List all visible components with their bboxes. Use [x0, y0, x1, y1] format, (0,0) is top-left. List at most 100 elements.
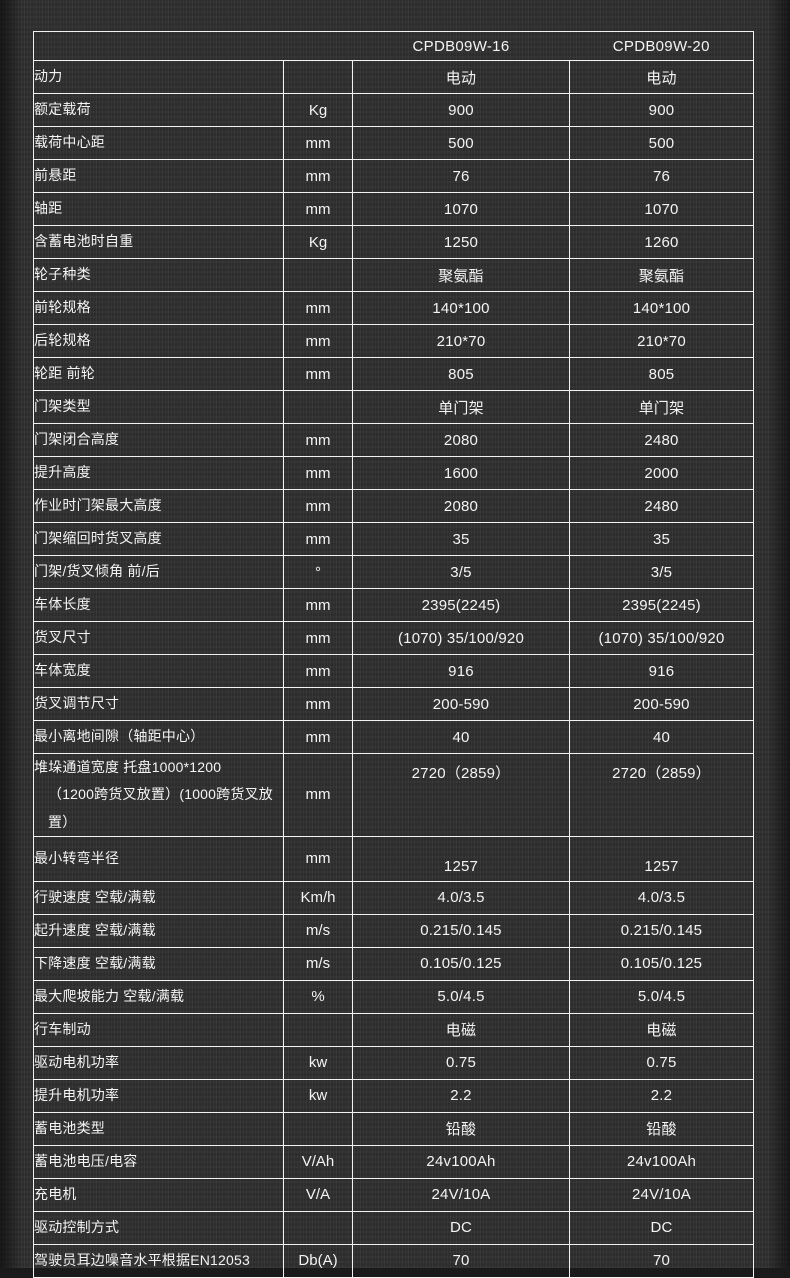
table-row: 前悬距 mm 76 76 [33, 159, 754, 193]
row-value-model-1: 916 [352, 654, 570, 688]
table-row: 提升高度 mm 1600 2000 [33, 456, 754, 490]
row-label: 轮距 前轮 [33, 357, 284, 391]
row-unit: mm [283, 291, 353, 325]
row-label: 含蓄电池时自重 [33, 225, 284, 259]
table-row: 轮距 前轮 mm 805 805 [33, 357, 754, 391]
row-unit: mm [283, 192, 353, 226]
table-row: 额定载荷 Kg 900 900 [33, 93, 754, 127]
table-row: 门架类型 单门架 单门架 [33, 390, 754, 424]
row-value-model-1: 1070 [352, 192, 570, 226]
table-row: 门架缩回时货叉高度 mm 35 35 [33, 522, 754, 556]
row-value-model-1: 3/5 [352, 555, 570, 589]
row-label: 最大爬坡能力 空载/满载 [33, 979, 284, 1014]
row-value-model-2: 铅酸 [569, 1111, 754, 1146]
row-label: 作业时门架最大高度 [33, 489, 284, 523]
row-unit [283, 1210, 353, 1245]
row-value-model-1: 140*100 [352, 291, 570, 325]
row-value-model-2: DC [569, 1210, 754, 1245]
row-label: 车体长度 [33, 588, 284, 622]
table-row: 车体宽度 mm 916 916 [33, 654, 754, 688]
row-label: 载荷中心距 [33, 126, 284, 160]
table-row: 蓄电池电压/电容 V/Ah 24v100Ah 24v100Ah [33, 1144, 754, 1179]
row-value-model-1: 铅酸 [352, 1111, 570, 1146]
row-value-model-2: 3/5 [569, 555, 754, 589]
table-row: 轮子种类 聚氨酯 聚氨酯 [33, 258, 754, 292]
row-value-model-2: 聚氨酯 [569, 258, 754, 292]
row-label-turning-radius: 最小转弯半径 [33, 835, 284, 882]
table-row-aisle-width: 堆垛通道宽度 托盘1000*1200 （1200跨货叉放置）(1000跨货叉放置）… [33, 753, 754, 837]
row-unit: mm [283, 456, 353, 490]
row-value-model-2: 805 [569, 357, 754, 391]
row-unit-turning-radius: mm [283, 835, 353, 882]
row-label: 提升高度 [33, 456, 284, 490]
table-row: 蓄电池类型 铅酸 铅酸 [33, 1111, 754, 1146]
row-label: 轴距 [33, 192, 284, 226]
table-row: 载荷中心距 mm 500 500 [33, 126, 754, 160]
row-value-model-2: 1260 [569, 225, 754, 259]
row-value-model-1: 0.215/0.145 [352, 913, 570, 948]
table-row: 驱动电机功率 kw 0.75 0.75 [33, 1045, 754, 1080]
table-row: 作业时门架最大高度 mm 2080 2480 [33, 489, 754, 523]
row-value-model-1: 电动 [352, 60, 570, 94]
header-model-2: CPDB09W-20 [569, 31, 754, 61]
row-value-model-1: 单门架 [352, 390, 570, 424]
row-label: 后轮规格 [33, 324, 284, 358]
row-value-model-1: (1070) 35/100/920 [352, 621, 570, 655]
row-value-model-1: 4.0/3.5 [352, 880, 570, 915]
row-unit: kw [283, 1045, 353, 1080]
table-row: 行驶速度 空载/满载 Km/h 4.0/3.5 4.0/3.5 [33, 880, 754, 915]
row-label-aisle-width: 堆垛通道宽度 托盘1000*1200 （1200跨货叉放置）(1000跨货叉放置） [33, 753, 284, 837]
row-value-model-1: 500 [352, 126, 570, 160]
row-unit: Km/h [283, 880, 353, 915]
row-label: 货叉尺寸 [33, 621, 284, 655]
row-value-model-2: 单门架 [569, 390, 754, 424]
row-unit: mm [283, 522, 353, 556]
row-value-aisle-width-model-2: 2720（2859） [569, 753, 754, 837]
row-value-model-1: DC [352, 1210, 570, 1245]
row-value-model-2: 4.0/3.5 [569, 880, 754, 915]
row-label: 额定载荷 [33, 93, 284, 127]
row-value-model-2: 500 [569, 126, 754, 160]
row-value-model-2: 40 [569, 720, 754, 754]
header-model-1: CPDB09W-16 [352, 31, 570, 61]
row-unit: Db(A) [283, 1243, 353, 1278]
row-label: 门架类型 [33, 390, 284, 424]
row-label: 轮子种类 [33, 258, 284, 292]
row-label: 门架闭合高度 [33, 423, 284, 457]
row-label: 充电机 [33, 1177, 284, 1212]
table-row: 提升电机功率 kw 2.2 2.2 [33, 1078, 754, 1113]
row-value-model-1: 200-590 [352, 687, 570, 721]
row-label: 前轮规格 [33, 291, 284, 325]
header-label-spacer [33, 31, 353, 61]
row-value-model-2: 24V/10A [569, 1177, 754, 1212]
row-unit: mm [283, 324, 353, 358]
row-unit: mm [283, 159, 353, 193]
row-unit: mm [283, 489, 353, 523]
row-label: 提升电机功率 [33, 1078, 284, 1113]
row-value-model-1: 1250 [352, 225, 570, 259]
row-label: 蓄电池类型 [33, 1111, 284, 1146]
row-value-model-1: 0.105/0.125 [352, 946, 570, 981]
table-row: 驾驶员耳边噪音水平根据EN12053 Db(A) 70 70 [33, 1243, 754, 1278]
table-row: 动力 电动 电动 [33, 60, 754, 94]
row-label: 动力 [33, 60, 284, 94]
row-value-model-2: 0.105/0.125 [569, 946, 754, 981]
row-unit: ° [283, 555, 353, 589]
row-unit: mm [283, 720, 353, 754]
row-value-model-1: 24v100Ah [352, 1144, 570, 1179]
row-unit: mm [283, 357, 353, 391]
row-label: 车体宽度 [33, 654, 284, 688]
table-row-turning-radius: 最小转弯半径 mm 1257 1257 [33, 835, 754, 882]
row-unit: Kg [283, 93, 353, 127]
row-unit: m/s [283, 913, 353, 948]
table-row: 门架/货叉倾角 前/后 ° 3/5 3/5 [33, 555, 754, 589]
row-label: 门架缩回时货叉高度 [33, 522, 284, 556]
row-value-model-2: 35 [569, 522, 754, 556]
row-value-model-1: 210*70 [352, 324, 570, 358]
row-unit: mm [283, 654, 353, 688]
table-row: 最小离地间隙（轴距中心） mm 40 40 [33, 720, 754, 754]
row-label: 行驶速度 空载/满载 [33, 880, 284, 915]
row-value-aisle-width-model-1: 2720（2859） [352, 753, 570, 837]
table-row: 轴距 mm 1070 1070 [33, 192, 754, 226]
row-value-model-1: 900 [352, 93, 570, 127]
